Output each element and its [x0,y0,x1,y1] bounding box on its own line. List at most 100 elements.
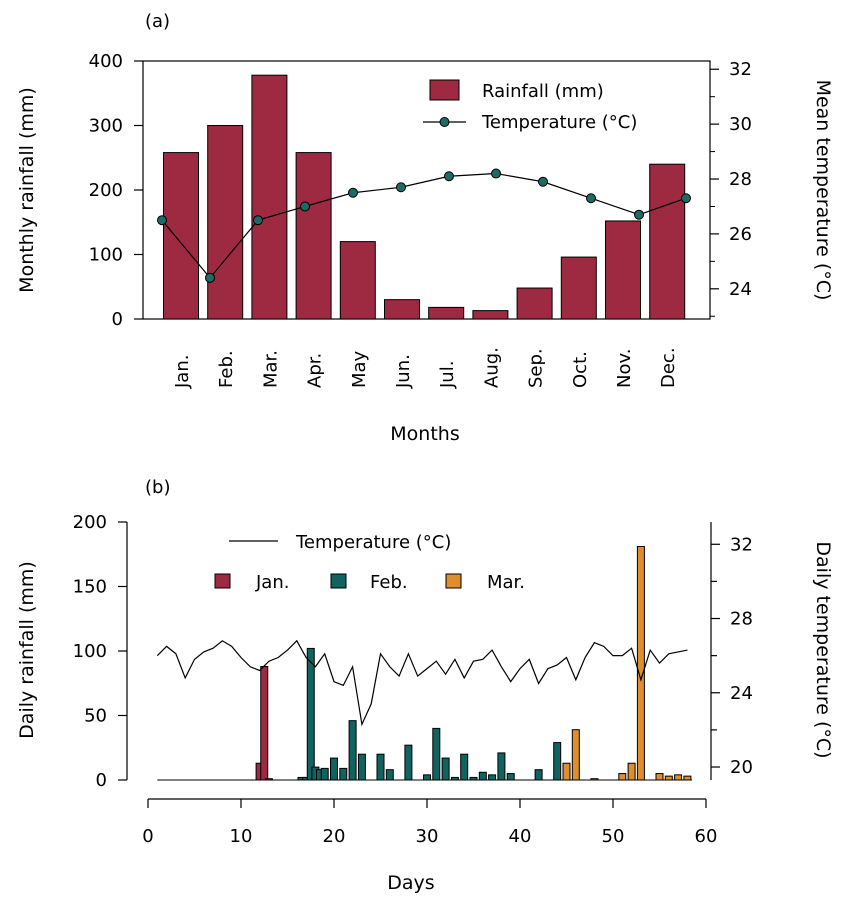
month-label: Dec. [658,347,679,388]
temperature-line [156,639,688,727]
y-tick-label: 100 [89,245,123,266]
rainfall-bar [472,310,509,320]
x-tick-label: 60 [695,826,718,847]
rainfall-bar [506,773,515,781]
y-tick-label: 100 [73,641,107,662]
legend-feb-swatch [330,573,347,589]
legend-mar-swatch [445,573,462,589]
month-label: Sep. [526,348,547,388]
month-label: Oct. [570,351,591,388]
y-tick-label: 300 [89,116,123,137]
legend-jan-swatch [214,573,231,589]
rainfall-bar [683,775,692,781]
y2-tick-label: 28 [730,609,753,630]
rainfall-bar [488,774,497,781]
rainfall-bar [357,753,366,781]
panel-b-y2-axis-label: Daily temperature (°C) [812,541,834,758]
legend-temperature-marker [439,117,450,127]
panel-b-right-axis: 20 24 28 32 [711,534,753,778]
rainfall-bar [384,299,420,320]
legend-rainfall-swatch [429,79,460,101]
rainfall-bar [423,774,431,781]
temperature-point [396,182,406,193]
temperature-point [444,171,454,182]
rainfall-bar [432,727,441,781]
rainfall-bar [649,163,686,320]
panel-a-y-axis-label: Monthly rainfall (mm) [16,87,38,293]
legend-temperature-label: Temperature (°C) [481,112,637,133]
temperature-point [491,168,501,179]
y-tick-label: 200 [73,512,107,533]
rainfall-bar [376,753,385,781]
y-tick-label: 150 [73,577,107,598]
rainfall-bar [348,720,357,781]
x-tick-label: 20 [323,826,346,847]
month-label: Feb. [216,350,237,388]
legend-jan-label: Jan. [255,572,289,593]
panel-a-y2-axis-label: Mean temperature (°C) [812,80,834,301]
rainfall-bar [251,74,288,320]
x-tick-label: 40 [509,826,532,847]
panel-a-x-axis-label: Months [390,423,459,445]
panel-a-label: (a) [145,11,170,32]
y-tick-label: 400 [89,51,123,72]
rainfall-bar [655,773,664,781]
rainfall-bar [560,256,597,320]
month-label: May [349,350,370,388]
month-label: Aug. [481,347,502,388]
panel-b-label: (b) [145,477,170,498]
x-tick-label: 50 [602,826,625,847]
rainfall-bar [450,776,459,781]
temperature-point [681,193,691,204]
y2-tick-label: 20 [730,757,753,778]
rainfall-bar [674,774,683,781]
month-label: Jul. [437,361,458,389]
temperature-line [161,172,687,279]
rainfall-bar [260,665,269,781]
rainfall-bar [295,152,332,320]
panel-b-legend: Temperature (°C) Jan. Feb. Mar. [214,532,525,593]
legend-b-temperature-label: Temperature (°C) [295,532,451,553]
rainfall-bar [320,767,329,781]
rainfall-bar [306,647,315,781]
y2-tick-label: 28 [729,169,752,190]
rainfall-bar [534,769,543,781]
x-tick-label: 30 [416,826,439,847]
temperature-point [300,201,310,212]
panel-a: (a) 0 100 200 300 400 24 26 28 30 32 Jan. Feb. Mar… [16,11,834,445]
temperature-point [634,209,644,220]
panel-b-x-axis-label: Days [387,872,434,894]
y-tick-label: 0 [112,309,123,330]
y2-tick-label: 32 [729,59,752,80]
rainfall-bar [428,306,465,320]
temperature-point [157,215,167,226]
panel-a-right-axis: 24 26 28 30 32 [710,59,752,317]
panel-b-temperature-line [156,639,688,727]
rainfall-bar [207,125,244,320]
rainfall-bar [441,757,450,781]
rainfall-bar [469,776,478,781]
temperature-point [586,193,596,204]
month-label: Nov. [614,349,635,388]
panel-b-left-axis: 0 50 100 150 200 [73,512,127,791]
y2-tick-label: 24 [730,683,753,704]
y-tick-label: 0 [96,770,107,791]
rainfall-bar [553,742,562,781]
rainfall-bar [516,287,553,320]
rainfall-bar [618,773,627,781]
x-tick-label: 0 [142,826,153,847]
month-label: Mar. [260,350,281,388]
panel-a-rainfall-bars [163,74,686,320]
rainfall-bar [404,744,413,781]
x-tick-label: 10 [230,826,253,847]
rainfall-bar [460,753,469,781]
rainfall-bar [339,767,348,781]
rainfall-bar [627,762,636,781]
legend-mar-label: Mar. [487,572,525,593]
rainfall-bar [339,241,376,320]
rainfall-bar [330,757,338,781]
rainfall-bar [590,778,599,781]
temperature-point [348,187,358,198]
